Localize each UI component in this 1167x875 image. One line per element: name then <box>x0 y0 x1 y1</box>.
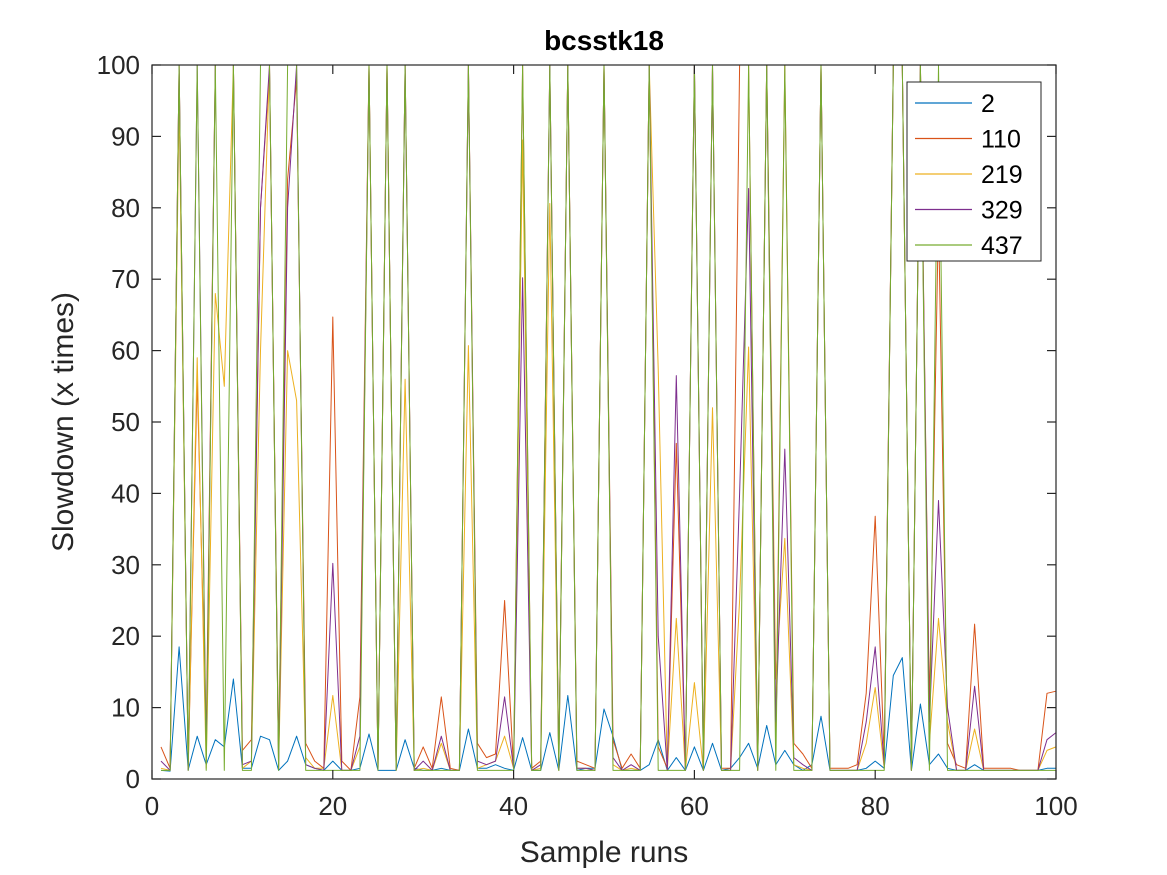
legend-label-110: 110 <box>981 126 1021 154</box>
x-tick-label: 100 <box>1034 791 1077 821</box>
y-tick-label: 100 <box>97 50 140 80</box>
legend-box <box>906 81 1042 262</box>
y-tick-label: 50 <box>111 407 140 437</box>
y-tick-label: 40 <box>111 478 140 508</box>
y-tick-label: 0 <box>126 764 140 794</box>
legend-label-219: 219 <box>981 161 1023 189</box>
ticks-layer: 0 20 40 60 80 100 0 10 20 30 40 50 60 70 80 90 100 <box>97 50 1078 821</box>
x-tick-label: 40 <box>499 791 528 821</box>
legend-label-437: 437 <box>981 232 1023 260</box>
legend: 2 110 219 329 437 <box>906 81 1042 262</box>
x-tick-label: 0 <box>145 791 159 821</box>
y-tick-label: 80 <box>111 193 140 223</box>
y-axis-title: Slowdown (x times) <box>47 292 80 552</box>
y-tick-label: 20 <box>111 621 140 651</box>
chart-title: bcsstk18 <box>544 25 664 56</box>
x-tick-label: 60 <box>680 791 709 821</box>
series-layer <box>160 64 1057 772</box>
y-tick-label: 90 <box>111 121 140 151</box>
legend-label-329: 329 <box>981 197 1023 225</box>
y-tick-label: 10 <box>111 693 140 723</box>
x-tick-label: 20 <box>318 791 347 821</box>
y-tick-label: 30 <box>111 550 140 580</box>
plot-area <box>152 65 1056 779</box>
y-tick-label: 60 <box>111 336 140 366</box>
x-axis-title: Sample runs <box>520 836 688 869</box>
legend-label-2: 2 <box>981 90 995 118</box>
series-line-437 <box>161 64 1056 771</box>
x-tick-label: 80 <box>861 791 890 821</box>
y-tick-label: 70 <box>111 264 140 294</box>
